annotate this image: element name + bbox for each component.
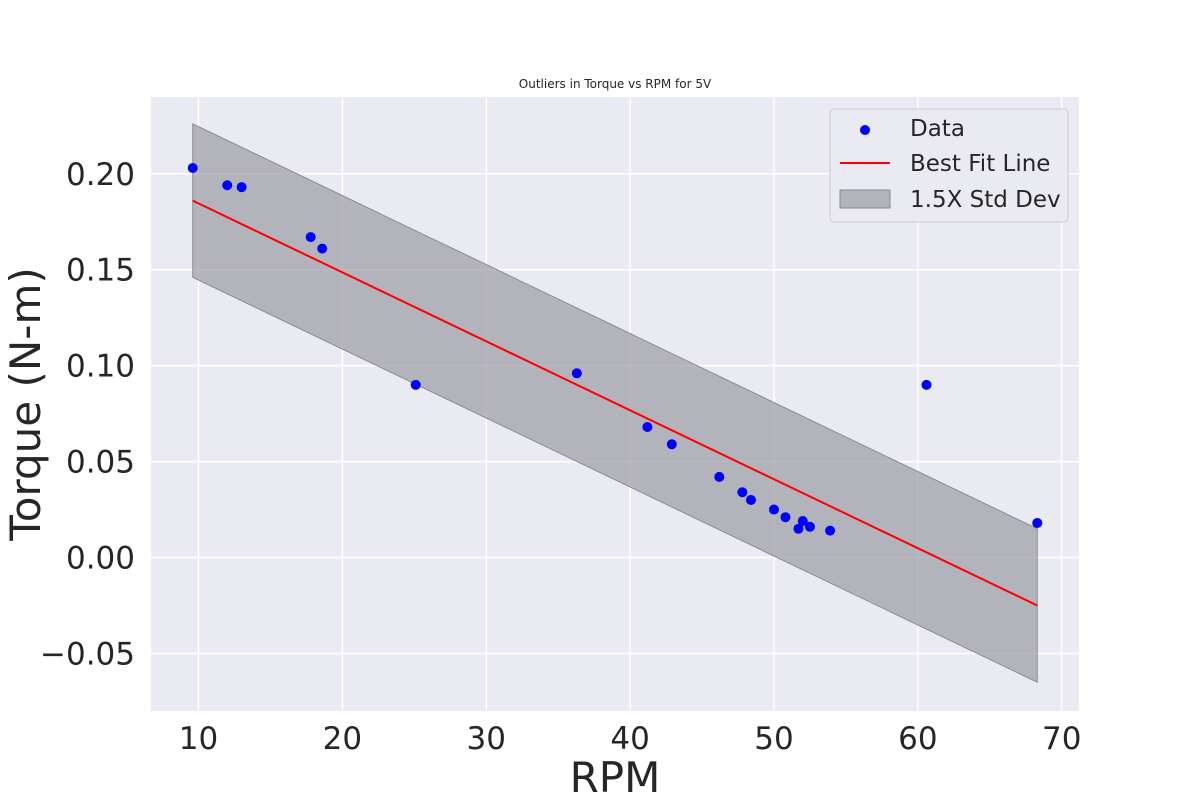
y-tick-label: 0.15 [66, 253, 135, 289]
data-point [737, 487, 748, 498]
x-tick-label: 50 [754, 721, 793, 757]
data-point [797, 516, 808, 527]
data-point [410, 379, 421, 390]
data-point [236, 182, 247, 193]
x-tick-label: 60 [898, 721, 937, 757]
data-point [745, 494, 756, 505]
y-tick-label: −0.05 [40, 636, 135, 672]
data-point [804, 521, 815, 532]
data-point [571, 368, 582, 379]
legend-data-label: Data [910, 116, 965, 142]
data-point [305, 232, 316, 243]
x-tick-label: 10 [179, 721, 218, 757]
legend-line-label: Best Fit Line [910, 151, 1050, 177]
data-point [768, 504, 779, 515]
legend-data-marker [860, 125, 870, 135]
x-axis-label: RPM [570, 753, 661, 800]
y-tick-label: 0.20 [66, 157, 135, 193]
data-point [666, 439, 677, 450]
x-tick-label: 40 [610, 721, 649, 757]
data-point [780, 512, 791, 523]
y-axis-label: Torque (N-m) [1, 267, 50, 541]
x-tick-label: 20 [323, 721, 362, 757]
data-point [793, 523, 804, 534]
data-point [714, 471, 725, 482]
tick-labels: 10 20 30 40 50 60 70 −0.05 0.00 0.05 0.10 0.15 0.20 [40, 157, 1081, 757]
data-point [317, 243, 328, 254]
chart-title: Outliers in Torque vs RPM for 5V [519, 77, 712, 91]
data-point [1032, 517, 1043, 528]
legend-band-label: 1.5X Std Dev [910, 187, 1061, 213]
data-point [825, 525, 836, 536]
best-fit-line-path [192, 199, 1038, 607]
y-tick-label: 0.00 [66, 541, 135, 577]
data-point [921, 379, 932, 390]
x-tick-label: 70 [1042, 721, 1081, 757]
data-point [642, 422, 653, 433]
y-tick-label: 0.05 [66, 445, 135, 481]
legend: Data Best Fit Line 1.5X Std Dev [829, 108, 1069, 223]
data-point [187, 162, 198, 173]
data-point [222, 180, 233, 191]
y-tick-label: 0.10 [66, 349, 135, 385]
x-tick-label: 30 [467, 721, 506, 757]
data-points [187, 162, 1043, 536]
legend-band-marker [839, 189, 891, 209]
best-fit-line [192, 199, 1038, 607]
